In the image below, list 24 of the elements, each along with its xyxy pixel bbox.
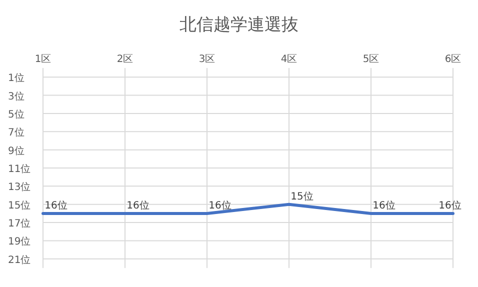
y-tick-label: 19位 [8,236,31,248]
y-tick-label: 13位 [8,181,31,194]
y-tick-label: 15位 [8,199,31,212]
y-tick-label: 3位 [8,90,24,102]
x-tick-label: 1区 [34,54,52,65]
y-tick-label: 21位 [8,254,31,266]
chart-title: 北信越学連選抜 [180,15,298,35]
x-tick-label: 4区 [280,54,298,65]
x-tick-label: 3区 [198,54,216,65]
data-label: 16位 [208,199,232,212]
x-tick-label: 6区 [444,54,462,65]
x-tick-label: 5区 [362,54,380,65]
data-label: 16位 [44,199,68,212]
y-tick-label: 9位 [8,144,24,157]
y-tick-label: 7位 [8,126,24,139]
y-tick-label: 11位 [8,163,31,175]
data-label: 16位 [438,199,462,212]
data-label: 16位 [126,199,150,212]
data-label: 15位 [290,190,314,202]
data-label: 16位 [372,199,396,212]
y-tick-label: 17位 [8,218,31,230]
x-tick-label: 2区 [116,54,134,65]
y-tick-label: 1位 [8,72,24,84]
y-tick-label: 5位 [8,108,24,120]
